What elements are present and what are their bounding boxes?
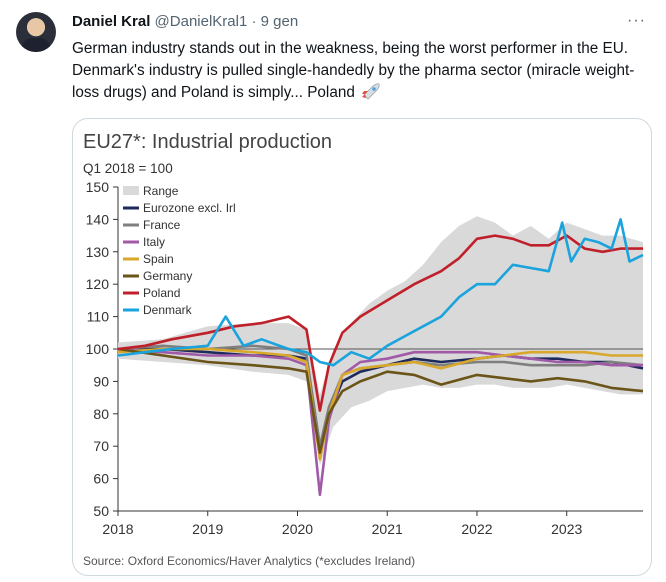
more-options-icon[interactable]: ··· [627,12,646,29]
y-tick-label: 120 [86,276,110,292]
y-tick-label: 90 [93,373,109,389]
avatar[interactable] [16,12,56,52]
y-axis: 150 140 130 120 110 100 90 80 70 60 50 [86,179,119,519]
y-tick-label: 70 [93,438,109,454]
legend-label: Germany [143,269,192,283]
legend-label: Spain [143,252,174,266]
series-line-denmark [117,218,644,367]
legend-label: France [143,218,181,232]
separator: · [251,13,257,30]
x-tick-label: 2019 [192,521,223,537]
tweet-text: German industry stands out in the weakne… [72,40,635,101]
display-name[interactable]: Daniel Kral [72,13,151,30]
x-axis: 2018 2019 2020 2021 2022 2023 [102,510,643,537]
chart: EU27*: Industrial production Q1 2018 = 1… [83,131,644,568]
y-tick-label: 50 [93,503,109,519]
x-tick-label: 2022 [461,521,492,537]
series-line-germany [117,347,644,455]
legend-label: Poland [143,286,180,300]
timestamp[interactable]: 9 gen [260,13,299,30]
y-tick-label: 80 [93,406,109,422]
legend-label-range: Range [143,184,179,198]
rocket-icon [362,83,380,100]
chart-title: EU27*: Industrial production [83,131,332,153]
range-band [118,216,643,466]
y-tick-label: 60 [93,471,109,487]
plot-area [117,216,644,497]
legend-label: Eurozone excl. Irl [143,201,236,215]
legend-label: Italy [143,235,165,249]
legend-label: Denmark [143,303,193,317]
x-tick-label: 2023 [551,521,582,537]
series-line-spain [117,347,643,461]
x-tick-label: 2018 [102,521,133,537]
chart-source: Source: Oxford Economics/Haver Analytics… [83,554,415,568]
y-tick-label: 100 [86,341,110,357]
series-line-poland [117,234,643,412]
chart-card[interactable]: EU27*: Industrial production Q1 2018 = 1… [72,118,652,576]
y-tick-label: 130 [86,244,110,260]
series-line-italy [117,347,643,497]
x-tick-label: 2021 [372,521,403,537]
y-tick-label: 140 [86,211,110,227]
tweet-header: Daniel Kral @DanielKral1 · 9 gen [72,12,298,32]
y-tick-label: 150 [86,179,110,195]
x-tick-label: 2020 [282,521,313,537]
legend: Range Eurozone excl. Irl France Italy Spain G… [123,184,236,317]
tweet-text-block: German industry stands out in the weakne… [72,38,652,104]
chart-subtitle: Q1 2018 = 100 [83,161,173,176]
y-tick-label: 110 [87,309,110,325]
user-handle[interactable]: @DanielKral1 [154,13,248,30]
legend-swatch-range [123,186,139,195]
